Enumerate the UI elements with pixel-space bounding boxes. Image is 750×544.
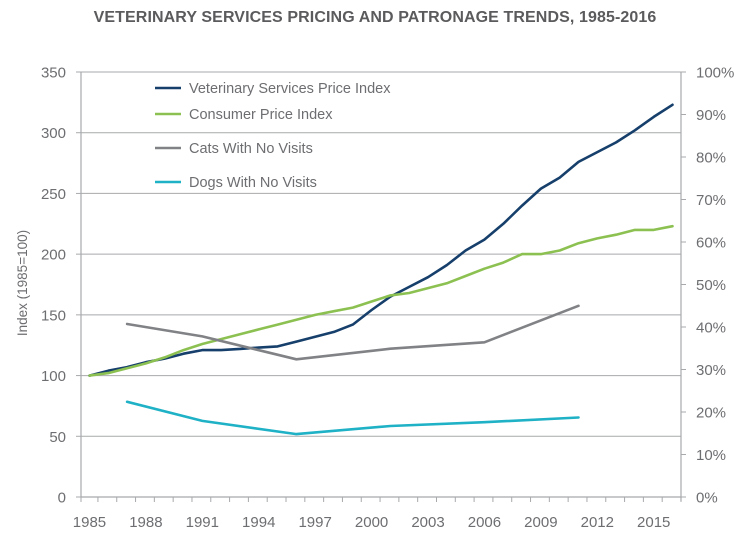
legend: Veterinary Services Price Index Consumer … (155, 81, 391, 191)
x-axis-ticks: 1985 1988 1991 1994 1997 2000 2003 2006 2009 2012… (73, 497, 682, 531)
y-tick-label: 150 (41, 307, 66, 324)
y-tick-label: 200 (41, 247, 66, 264)
y-axis-ticks: 0 50 100 150 200 250 300 350 (41, 65, 81, 507)
x-tick-label: 2000 (355, 514, 388, 531)
legend-label: Cats With No Visits (189, 141, 313, 157)
y-tick-label: 0 (58, 490, 66, 507)
x-tick-label: 1994 (242, 514, 275, 531)
x-tick-label: 1985 (73, 514, 106, 531)
gridlines (81, 71, 681, 437)
legend-label: Consumer Price Index (189, 107, 333, 123)
legend-item-dogs-with-no-visits: Dogs With No Visits (155, 175, 317, 191)
y-axis-title: Index (1985=100) (15, 230, 30, 336)
y2-tick-label: 0% (696, 490, 718, 507)
y2-tick-label: 50% (696, 277, 726, 294)
x-tick-label: 1988 (129, 514, 162, 531)
series-line-veterinary-services-price-index (88, 103, 674, 377)
y2-tick-label: 70% (696, 192, 726, 209)
x-tick-label: 2003 (411, 514, 444, 531)
series-line-cats-with-no-visits (125, 304, 580, 361)
y2-tick-label: 80% (696, 150, 726, 167)
legend-label: Veterinary Services Price Index (189, 81, 391, 97)
y-tick-label: 300 (41, 125, 66, 142)
y2-tick-label: 100% (696, 65, 734, 82)
y-tick-label: 250 (41, 186, 66, 203)
legend-item-veterinary-services-price-index: Veterinary Services Price Index (155, 81, 391, 97)
y2-tick-label: 20% (696, 405, 726, 422)
x-tick-label: 2009 (524, 514, 557, 531)
series-line-consumer-price-index (88, 224, 674, 377)
x-tick-label: 2012 (581, 514, 614, 531)
legend-label: Dogs With No Visits (189, 175, 317, 191)
y2-tick-label: 60% (696, 235, 726, 252)
y2-axis-ticks: 0% 10% 20% 30% 40% 50% 60% 70% 80% 90% 100% (681, 65, 734, 507)
series-line-dogs-with-no-visits (125, 400, 580, 436)
series-lines (88, 103, 674, 436)
x-tick-label: 2006 (468, 514, 501, 531)
y-tick-label: 50 (49, 429, 66, 446)
y2-tick-label: 40% (696, 320, 726, 337)
legend-item-consumer-price-index: Consumer Price Index (155, 107, 333, 123)
y-tick-label: 100 (41, 368, 66, 385)
axes (80, 72, 682, 501)
legend-item-cats-with-no-visits: Cats With No Visits (155, 141, 313, 157)
chart-title: VETERINARY SERVICES PRICING AND PATRONAG… (93, 9, 657, 26)
y2-tick-label: 30% (696, 362, 726, 379)
y2-tick-label: 10% (696, 447, 726, 464)
x-tick-label: 2015 (637, 514, 670, 531)
x-tick-label: 1997 (298, 514, 331, 531)
y2-tick-label: 90% (696, 107, 726, 124)
y-tick-label: 350 (41, 65, 66, 82)
x-tick-label: 1991 (186, 514, 219, 531)
